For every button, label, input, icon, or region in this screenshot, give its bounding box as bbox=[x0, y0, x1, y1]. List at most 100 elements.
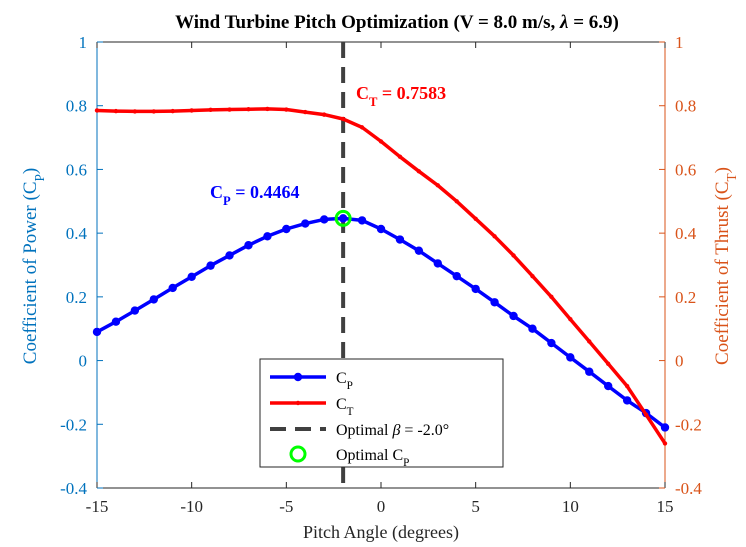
y-tick-label-left: -0.2 bbox=[60, 415, 87, 434]
cp-point bbox=[433, 259, 442, 268]
text-part: ) bbox=[712, 167, 733, 173]
x-axis-label: Pitch Angle (degrees) bbox=[303, 522, 459, 543]
cp-point bbox=[206, 261, 215, 270]
ct-point bbox=[227, 107, 232, 112]
cp-point bbox=[395, 235, 405, 244]
text-part: Optimal C bbox=[336, 447, 403, 464]
plot-area: -15 -10 -5 0 5 10 15-0.4-0.200.20.40.60.81-0.4… bbox=[60, 33, 702, 516]
cp-point bbox=[490, 298, 499, 307]
ct-point bbox=[643, 412, 649, 417]
ct-point bbox=[587, 339, 592, 344]
ct-annotation: CT = 0.7583 bbox=[356, 83, 446, 109]
cp-point bbox=[282, 224, 291, 234]
legend-label-ct: CT bbox=[336, 396, 354, 418]
ct-point bbox=[416, 169, 422, 174]
y-axis-label-left: Coefficient of Power (CP) bbox=[20, 168, 47, 364]
legend-marker-optimal-cp bbox=[289, 445, 307, 463]
ct-point bbox=[568, 316, 573, 322]
y-tick-label-left: 0 bbox=[79, 352, 88, 371]
y-axis-label-right: Coefficient of Thrust (CT) bbox=[712, 167, 739, 365]
x-tick-label: 5 bbox=[471, 497, 480, 516]
y-tick-label-left: -0.4 bbox=[60, 479, 87, 498]
text-part: ) bbox=[20, 168, 41, 174]
text-part: Coefficient of Thrust (C bbox=[712, 181, 733, 364]
ct-point bbox=[549, 294, 554, 300]
legend-marker-cp bbox=[293, 372, 303, 382]
x-tick-label: -10 bbox=[180, 497, 203, 516]
cp-point bbox=[130, 306, 140, 315]
y-tick-label-right: 0.8 bbox=[675, 97, 696, 116]
text-part: = 6.9) bbox=[568, 12, 618, 33]
text-part: P bbox=[347, 380, 353, 392]
text-part: = 0.4464 bbox=[231, 182, 300, 202]
ct-point bbox=[189, 108, 194, 113]
cp-point bbox=[320, 215, 329, 224]
cp-point bbox=[301, 219, 310, 228]
chart-title: Wind Turbine Pitch Optimization (V = 8.0… bbox=[175, 12, 619, 33]
cp-point bbox=[338, 214, 348, 223]
cp-point bbox=[376, 224, 386, 234]
cp-point bbox=[414, 246, 424, 255]
text-part: = 0.7583 bbox=[377, 83, 446, 103]
cp-point bbox=[92, 327, 102, 337]
ct-point bbox=[378, 139, 384, 144]
ct-point bbox=[359, 125, 365, 130]
cp-point bbox=[604, 381, 613, 391]
text-part: C bbox=[210, 182, 223, 202]
ct-point bbox=[454, 199, 459, 204]
y-tick-label-left: 0.2 bbox=[66, 288, 87, 307]
ct-point bbox=[151, 109, 156, 114]
cp-point bbox=[357, 216, 367, 225]
cp-point bbox=[244, 241, 253, 250]
x-tick-label: -15 bbox=[86, 497, 109, 516]
ct-point bbox=[113, 108, 119, 114]
y-tick-label-right: -0.4 bbox=[675, 479, 702, 498]
ct-point bbox=[208, 107, 213, 113]
text-part: P bbox=[223, 194, 231, 208]
cp-point bbox=[225, 251, 234, 260]
cp-point bbox=[528, 324, 537, 333]
text-part: Coefficient of Power (C bbox=[20, 181, 41, 364]
x-tick-label: 15 bbox=[657, 497, 674, 516]
y-tick-label-left: 0.6 bbox=[66, 160, 87, 179]
text-part: T bbox=[347, 406, 354, 418]
ct-point bbox=[94, 108, 100, 113]
cp-point bbox=[452, 271, 461, 281]
text-part: β bbox=[391, 422, 400, 439]
text-part: C bbox=[336, 370, 347, 387]
text-part: P bbox=[32, 174, 47, 181]
ct-point bbox=[662, 441, 668, 446]
ct-point bbox=[435, 183, 440, 188]
legend-label-optimal-cp: Optimal CP bbox=[336, 447, 409, 469]
cp-point bbox=[471, 284, 480, 294]
cp-point bbox=[660, 423, 670, 432]
ct-point bbox=[530, 273, 535, 279]
text-part: C bbox=[336, 396, 347, 413]
ct-point bbox=[624, 383, 630, 389]
ct-point bbox=[284, 107, 289, 112]
ct-point bbox=[246, 107, 251, 112]
text-part: = -2.0° bbox=[400, 422, 449, 439]
text-part: T bbox=[724, 173, 739, 181]
cp-point bbox=[509, 311, 518, 321]
text-part: Optimal bbox=[336, 422, 392, 439]
cp-annotation: CP = 0.4464 bbox=[210, 182, 299, 208]
cp-point bbox=[547, 338, 556, 348]
text-part: Wind Turbine Pitch Optimization (V = 8.0… bbox=[175, 12, 560, 33]
ct-point bbox=[492, 234, 497, 239]
ct-point bbox=[397, 154, 403, 159]
cp-point bbox=[566, 353, 575, 362]
ct-point bbox=[473, 216, 478, 222]
ct-point bbox=[322, 112, 327, 117]
ct-point bbox=[511, 253, 516, 258]
optimal-cp-marker bbox=[334, 209, 352, 227]
cp-point bbox=[263, 232, 272, 241]
text-part: P bbox=[403, 457, 409, 469]
legend-label-cp: CP bbox=[336, 370, 353, 392]
legend-label-beta: Optimal β = -2.0° bbox=[336, 422, 449, 439]
x-tick-label: -5 bbox=[279, 497, 293, 516]
x-tick-label: 0 bbox=[377, 497, 386, 516]
legend-marker-ct bbox=[295, 400, 301, 406]
cp-point bbox=[149, 295, 158, 304]
